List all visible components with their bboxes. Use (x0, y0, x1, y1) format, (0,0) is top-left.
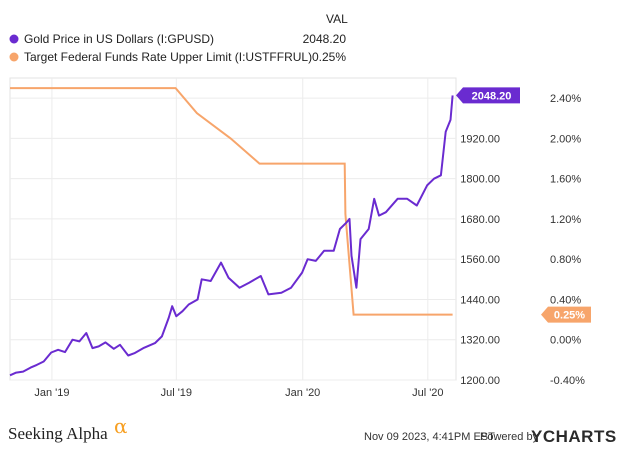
series-line-fed-funds (10, 87, 453, 316)
x-axis-tick-label: Jan '19 (34, 387, 69, 399)
value-callout-label: 0.25% (554, 310, 585, 322)
right-axis-tick-label: 2.40% (550, 93, 581, 105)
value-callout-tag (541, 306, 591, 323)
left-axis-tick-label: 1560.00 (460, 254, 500, 266)
legend-value-fed-funds: 0.25% (312, 50, 346, 64)
left-axis-tick-label: 1440.00 (460, 294, 500, 306)
right-axis-tick-label: 0.00% (550, 335, 581, 347)
right-axis-tick-label: 0.80% (550, 254, 581, 266)
right-axis-tick-label: -0.40% (550, 375, 585, 387)
ycharts-logo: YCHARTS (531, 427, 617, 446)
right-axis-tick-label: 2.00% (550, 133, 581, 145)
value-callouts: 2048.20 0.25% (456, 87, 591, 323)
x-axis: Jan '19 Jul '19 Jan '20 Jul '20 (34, 387, 443, 399)
gridlines (10, 78, 456, 381)
right-axis: -0.40% 0.00% 0.40% 0.80% 1.20% 1.60% 2.00% 2.40… (550, 93, 585, 387)
series-layer (9, 87, 454, 377)
footer: Seeking Alpha α Nov 09 2023, 4:41PM EST.… (8, 414, 617, 446)
legend-label-fed-funds: Target Federal Funds Rate Upper Limit (I… (24, 50, 312, 64)
left-axis-tick-label: 1320.00 (460, 335, 500, 347)
plot-frame (9, 77, 457, 381)
right-axis-tick-label: 0.40% (550, 294, 581, 306)
left-axis: 1200.00 1320.00 1440.00 1560.00 1680.00 1800.… (460, 133, 500, 387)
right-axis-tick-label: 1.60% (550, 174, 581, 186)
legend-marker-gold (9, 34, 19, 44)
left-axis-tick-label: 1800.00 (460, 174, 500, 186)
left-axis-tick-label: 1680.00 (460, 214, 500, 226)
legend-value-gold: 2048.20 (303, 32, 347, 46)
seeking-alpha-logo: Seeking Alpha (8, 424, 108, 443)
value-callout-tag (456, 87, 520, 104)
legend-marker-fed-funds (9, 52, 19, 62)
legend-entry-gold: Gold Price in US Dollars (I:GPUSD) 2048.… (9, 32, 347, 46)
x-axis-tick-label: Jul '19 (161, 387, 192, 399)
alpha-mark-icon: α (114, 414, 128, 438)
right-axis-tick-label: 1.20% (550, 214, 581, 226)
timestamp: Nov 09 2023, 4:41PM EST. (364, 431, 497, 443)
legend-value-header: VAL (326, 12, 348, 26)
left-axis-tick-label: 1920.00 (460, 133, 500, 145)
series-line-gold (9, 95, 454, 377)
value-callout-label: 2048.20 (472, 90, 512, 102)
left-axis-tick-label: 1200.00 (460, 375, 500, 387)
x-axis-tick-label: Jan '20 (285, 387, 320, 399)
powered-by-label: Powered by (480, 431, 539, 443)
legend-entry-fed-funds: Target Federal Funds Rate Upper Limit (I… (9, 50, 346, 64)
x-axis-tick-label: Jul '20 (412, 387, 443, 399)
legend-label-gold: Gold Price in US Dollars (I:GPUSD) (24, 32, 214, 46)
